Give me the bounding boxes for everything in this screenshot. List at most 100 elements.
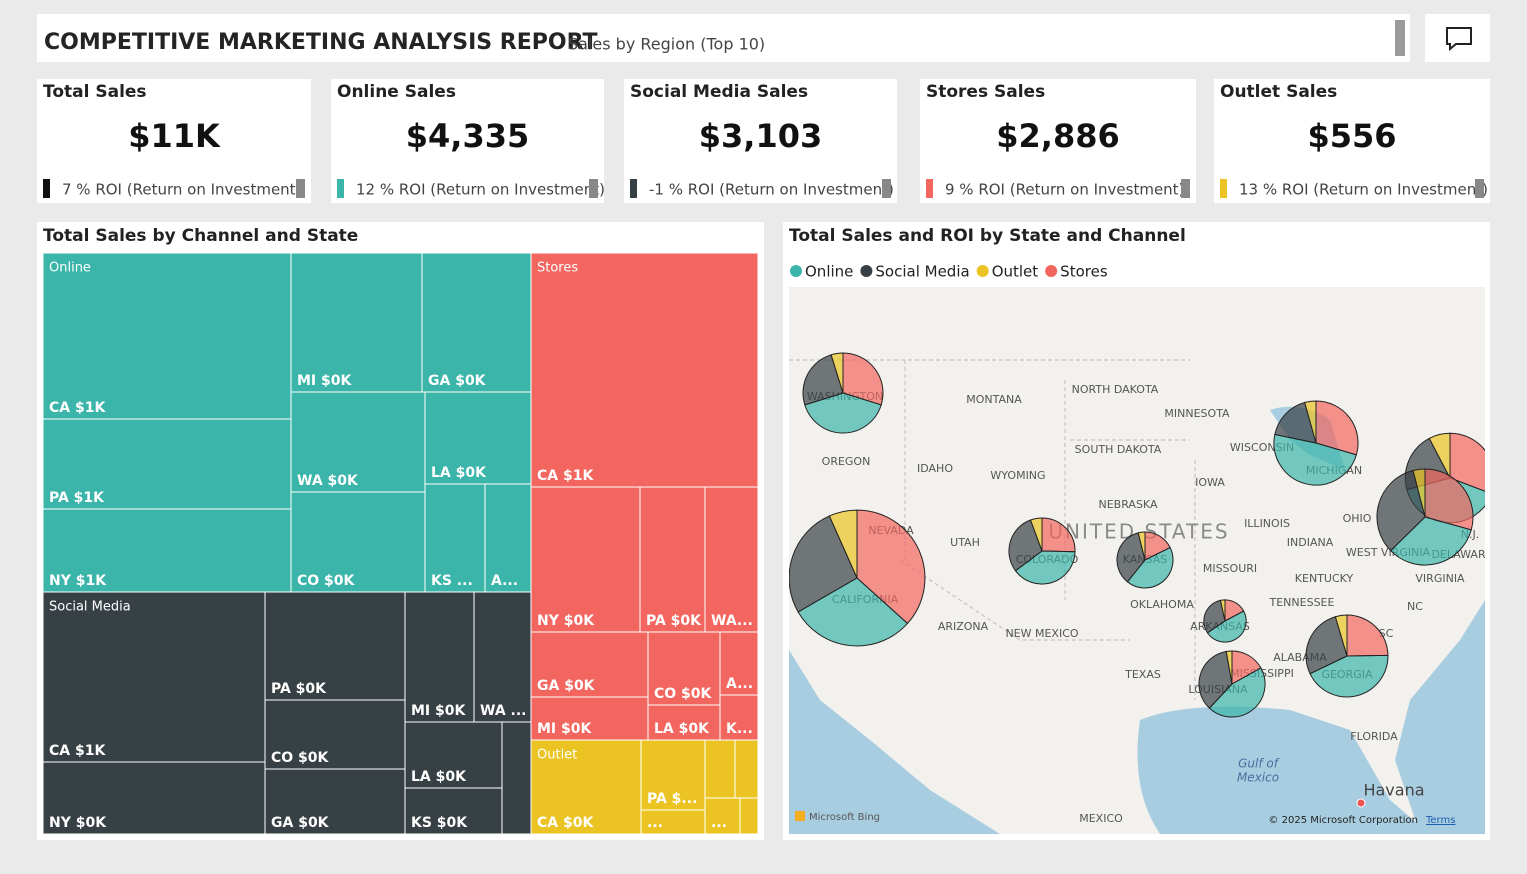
state-label: KENTUCKY	[1295, 572, 1354, 585]
city-marker	[1356, 798, 1366, 808]
pie-slice	[1029, 517, 1043, 552]
kpi-title: Stores Sales	[926, 82, 1045, 102]
tile-label: A...	[726, 676, 753, 692]
roi-indicator	[630, 179, 637, 198]
border-line	[789, 359, 1196, 700]
tile-label: CO $0K	[297, 573, 356, 589]
treemap-tile	[734, 739, 759, 799]
kpi-card	[331, 79, 604, 203]
scroll-indicator	[1395, 20, 1405, 56]
pie-slice	[802, 354, 844, 406]
legend-label: Online	[805, 263, 853, 281]
roi-end-bar	[882, 179, 891, 198]
legend-label: Social Media	[875, 263, 969, 281]
state-label: NEW MEXICO	[1005, 627, 1078, 640]
kpi-title: Social Media Sales	[630, 82, 808, 102]
pie-slice	[1203, 599, 1226, 634]
treemap-tile	[424, 391, 532, 485]
treemap-tile	[424, 483, 486, 593]
pacific-ocean	[789, 650, 1000, 834]
state-label: MEXICO	[1079, 812, 1123, 825]
treemap-tile	[290, 252, 423, 393]
tile-label: CA $0K	[537, 815, 594, 831]
pie-slice	[1126, 546, 1174, 589]
pie-slice	[1014, 550, 1076, 585]
treemap-tile	[264, 768, 406, 835]
header-bar	[37, 14, 1410, 62]
state-label: OHIO	[1343, 512, 1372, 525]
pie-slice	[830, 352, 844, 394]
tile-label: KS ...	[431, 573, 473, 589]
tile-label: NY $1K	[49, 573, 107, 589]
pie-slice	[1376, 469, 1426, 552]
kpi-value: $3,103	[699, 117, 822, 155]
tile-label: CO $0K	[654, 686, 713, 702]
treemap-tile	[704, 739, 736, 799]
city-label: Havana	[1363, 781, 1424, 800]
map: MONTANA NORTH DAKOTA MINNESOTA OREGON IDAHO W…	[789, 287, 1485, 834]
pie-slice	[804, 392, 882, 434]
state-label: SOUTH DAKOTA	[1075, 443, 1162, 456]
treemap-tile	[647, 704, 721, 741]
tile-label: GA $0K	[271, 815, 330, 831]
kpi-card	[37, 79, 311, 203]
pie-slice	[842, 352, 884, 406]
tile-label: LA $0K	[431, 465, 487, 481]
atlantic-water	[1395, 600, 1485, 834]
tile-label: MI $0K	[411, 703, 466, 719]
pie-slice	[1346, 614, 1389, 657]
pie-slice	[1428, 432, 1451, 479]
state-label: TEXAS	[1124, 668, 1161, 681]
kpi-card	[1214, 79, 1490, 203]
gulf-label: Mexico	[1237, 771, 1279, 785]
comment-icon[interactable]	[1446, 27, 1472, 52]
comment-button-bg[interactable]	[1425, 14, 1490, 62]
tile-label: KS $0K	[411, 815, 468, 831]
tile-label: WA $0K	[297, 473, 359, 489]
pie-slice	[1305, 616, 1348, 675]
kpi-value: $11K	[128, 117, 221, 155]
pie-slice	[1206, 610, 1247, 643]
roi-indicator	[926, 179, 933, 198]
pie-slice	[1198, 650, 1233, 709]
kpi-roi: 12 % ROI (Return on Investment)	[356, 181, 605, 199]
comment-button[interactable]	[1425, 14, 1490, 62]
state-label: MINNESOTA	[1164, 407, 1230, 420]
treemap-tile	[739, 797, 759, 835]
treemap-tile	[647, 631, 721, 706]
kpi-value: $4,335	[406, 117, 529, 155]
roi-end-bar	[296, 179, 305, 198]
state-label: IDAHO	[917, 462, 953, 475]
tile-label: LA $0K	[654, 721, 710, 737]
gulf-label: Gulf of	[1238, 757, 1280, 771]
group-label: Outlet	[537, 748, 577, 763]
treemap-tile	[290, 391, 426, 493]
pie-slice	[1412, 468, 1426, 518]
roi-indicator	[43, 179, 50, 198]
treemap-tile	[640, 809, 706, 835]
group-label: Social Media	[49, 600, 131, 615]
legend-dot	[976, 265, 989, 277]
treemap-tile	[530, 739, 642, 835]
pie-slice	[1008, 519, 1043, 572]
kpi-roi: 13 % ROI (Return on Investment)	[1239, 181, 1488, 199]
pie-slice	[1309, 654, 1389, 698]
pie-slice	[1116, 532, 1146, 583]
treemap-tile	[404, 787, 503, 835]
state-label: UTAH	[950, 536, 980, 549]
roi-end-bar	[1181, 179, 1190, 198]
copyright: © 2025 Microsoft Corporation	[1268, 815, 1418, 826]
state-label: ARIZONA	[938, 620, 989, 633]
treemap-tile	[473, 591, 532, 723]
terms-link[interactable]: Terms	[1425, 815, 1455, 826]
tile-label: NY $0K	[49, 815, 107, 831]
state-label: MONTANA	[966, 393, 1022, 406]
treemap-tile	[404, 721, 503, 789]
kpi-roi: 9 % ROI (Return on Investment)	[945, 181, 1184, 199]
report-subtitle: Sales by Region (Top 10)	[568, 35, 765, 54]
treemap-tile	[290, 491, 426, 593]
state-label: INDIANA	[1287, 536, 1334, 549]
treemap-tile	[42, 761, 266, 835]
